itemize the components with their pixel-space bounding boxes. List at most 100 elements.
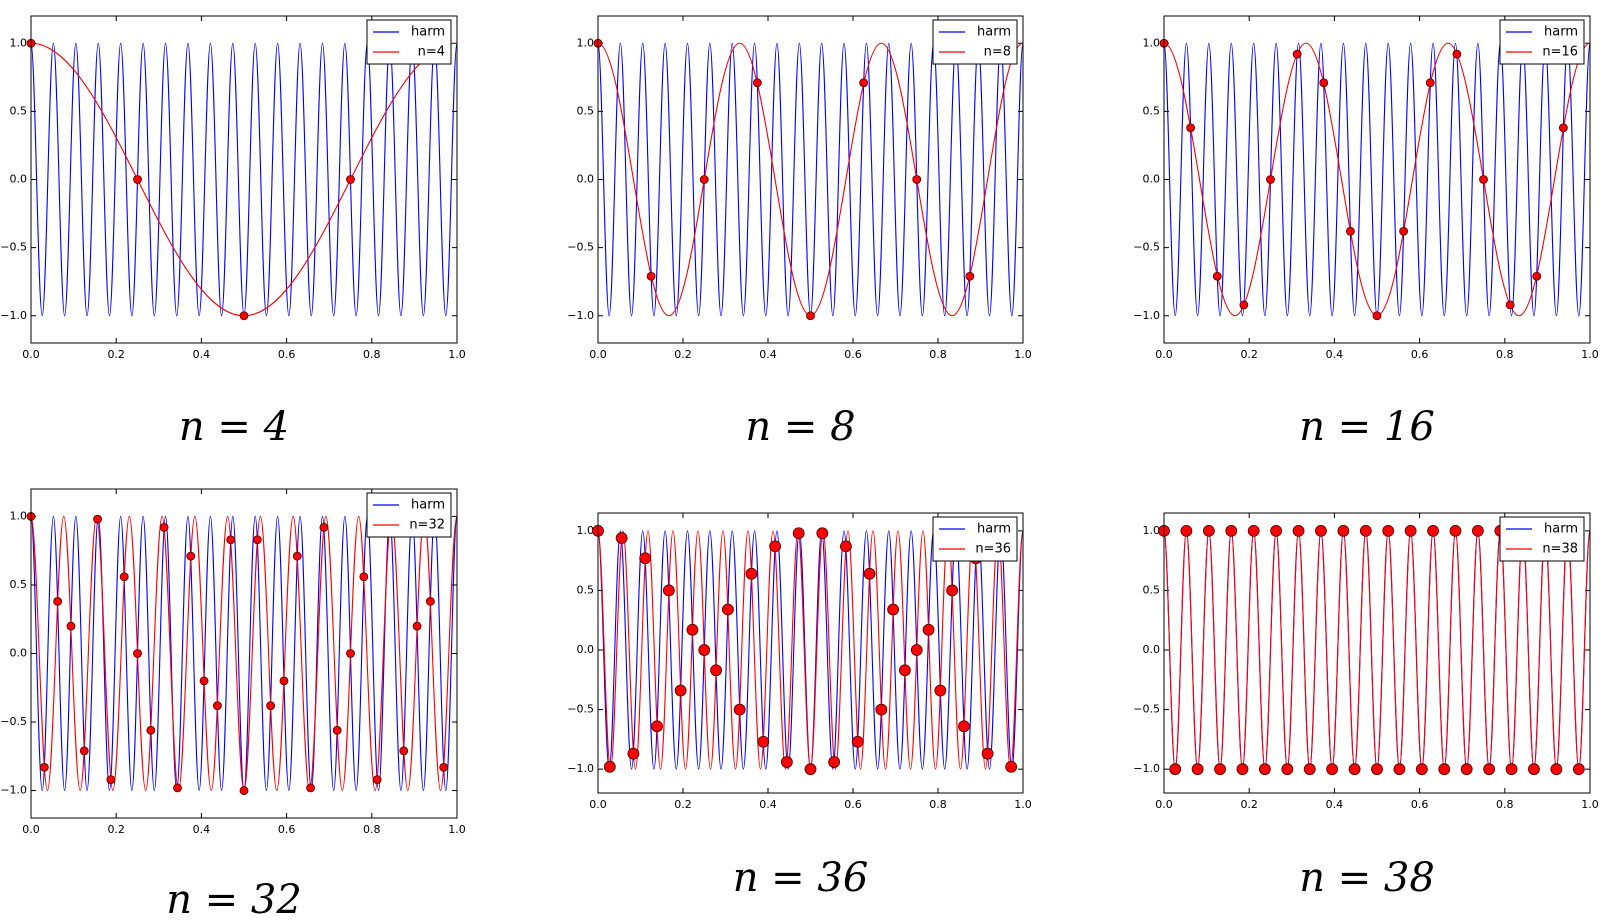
sample-point	[910, 644, 923, 656]
sample-point	[306, 783, 315, 793]
sample-point	[292, 551, 302, 561]
subplot: −1.0 −0.5 0.0 0.5 1.0 0.0 0.2 0.4 0.6 0.8 1.0 harm n…	[1133, 512, 1599, 901]
x-tick-label: 0.4	[1326, 798, 1344, 811]
y-tick-label: 0.5	[1143, 104, 1161, 117]
sample-point	[252, 535, 262, 545]
sample-point	[1471, 524, 1484, 537]
sample-point	[851, 735, 864, 748]
sample-point	[965, 271, 975, 281]
sample-point	[859, 78, 869, 88]
sample-point	[721, 603, 734, 616]
sample-point	[875, 703, 888, 716]
legend: harm n=4	[366, 19, 452, 65]
legend-label: harm	[1544, 522, 1578, 537]
sample-point	[646, 271, 656, 281]
legend-label: harm	[977, 25, 1011, 40]
legend: harm n=32	[366, 492, 452, 538]
y-tick-label: 0.0	[1143, 173, 1161, 186]
sample-point	[279, 676, 289, 686]
sample-point	[1404, 524, 1417, 537]
y-tick-label: −1.0	[1133, 762, 1160, 775]
y-tick-label: −0.5	[0, 241, 27, 254]
sample-point	[346, 175, 355, 184]
legend-label: n=38	[1542, 542, 1578, 557]
x-tick-label: 1.0	[448, 348, 466, 361]
sample-point	[733, 703, 746, 716]
legend-label: harm	[411, 25, 445, 40]
sample-point	[1425, 78, 1435, 88]
y-tick-label: −1.0	[0, 309, 27, 322]
sample-point	[146, 725, 156, 735]
sample-point	[1393, 763, 1406, 776]
sample-point	[119, 572, 129, 582]
sample-point	[627, 747, 640, 760]
x-tick-label: 0.8	[929, 798, 947, 811]
y-tick-label: −0.5	[1133, 703, 1160, 716]
y-tick-label: 0.0	[577, 643, 595, 656]
sample-point	[266, 701, 276, 710]
sample-point	[1348, 763, 1361, 776]
sample-point	[1239, 300, 1249, 310]
subplot: −1.0 −0.5 0.0 0.5 1.0 0.0 0.2 0.4 0.6 0.8 1.0 harm n…	[0, 15, 466, 450]
y-tick-label: 0.5	[577, 583, 595, 596]
x-tick-label: 0.2	[1240, 348, 1258, 361]
sample-point	[699, 175, 709, 184]
x-tick-label: 0.8	[929, 348, 947, 361]
sample-point	[757, 735, 770, 748]
legend-box	[366, 19, 452, 65]
subplot: −1.0 −0.5 0.0 0.5 1.0 0.0 0.2 0.4 0.6 0.8 1.0 harm n…	[567, 512, 1032, 901]
sample-point	[159, 522, 169, 532]
sample-point	[1212, 271, 1222, 281]
plot-area	[31, 16, 457, 343]
sample-point	[1214, 763, 1226, 776]
sample-point	[1258, 763, 1271, 776]
subplot: −1.0 −0.5 0.0 0.5 1.0 0.0 0.2 0.4 0.6 0.8 1.0 harm n…	[0, 488, 466, 922]
x-tick-label: 0.8	[363, 823, 381, 836]
legend-label: n=36	[975, 542, 1011, 557]
caption: n = 36	[733, 855, 869, 901]
y-tick-label: −1.0	[1133, 309, 1160, 322]
y-tick-label: 1.0	[10, 36, 28, 49]
sample-point	[1345, 226, 1355, 236]
sample-point	[710, 664, 722, 677]
legend-label: n=8	[984, 45, 1011, 60]
y-tick-label: 0.0	[577, 173, 595, 186]
x-tick-label: 0.2	[674, 348, 692, 361]
legend: harm n=8	[932, 19, 1018, 65]
sample-point	[1427, 524, 1439, 537]
sample-point	[686, 623, 699, 636]
x-tick-label: 0.8	[1496, 348, 1514, 361]
sample-point	[186, 551, 196, 561]
legend-box	[932, 516, 1018, 562]
sample-point	[39, 762, 49, 772]
y-tick-label: 0.0	[10, 647, 28, 660]
sample-point	[1359, 524, 1372, 537]
axes-frame	[1163, 15, 1591, 344]
sample-point	[946, 584, 959, 597]
y-tick-label: 1.0	[577, 36, 595, 49]
legend-label: n=32	[409, 518, 445, 533]
sample-point	[1371, 763, 1383, 776]
sample-point	[651, 720, 663, 733]
x-tick-label: 1.0	[1014, 798, 1032, 811]
legend-box	[1499, 516, 1585, 562]
sample-point	[1169, 763, 1182, 776]
sample-point	[1483, 763, 1496, 776]
legend-label: n=16	[1542, 45, 1578, 60]
legend-label: harm	[1544, 25, 1578, 40]
sample-point	[1266, 175, 1275, 184]
axes-frame	[30, 488, 458, 819]
sample-point	[922, 623, 935, 636]
sample-point	[603, 760, 616, 773]
sample-point	[1572, 763, 1585, 776]
y-tick-label: −1.0	[0, 784, 27, 797]
sample-point	[1186, 123, 1196, 133]
sample-point	[1180, 524, 1193, 537]
sample-point	[1315, 524, 1327, 537]
x-tick-label: 0.0	[1155, 348, 1173, 361]
x-tick-label: 0.0	[22, 348, 40, 361]
plot-area	[31, 489, 457, 818]
x-tick-label: 0.2	[674, 798, 692, 811]
